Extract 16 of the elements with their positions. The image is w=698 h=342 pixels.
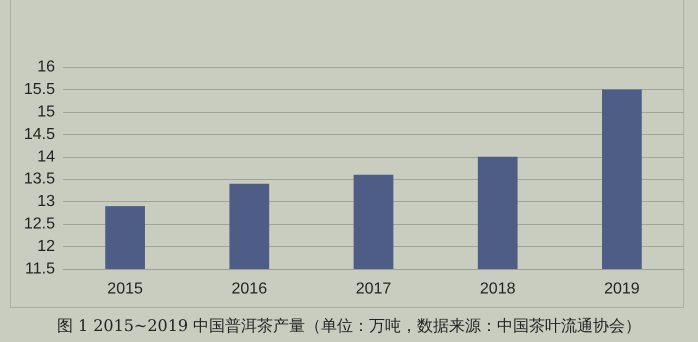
y-tick-label: 12 (37, 238, 56, 256)
x-tick-label: 2019 (604, 280, 640, 298)
y-tick-label: 13.5 (24, 170, 56, 188)
x-tick-label: 2016 (232, 280, 268, 298)
caption: 图 1 2015~2019 中国普洱茶产量（单位：万吨，数据来源：中国茶叶流通协会） (56, 316, 642, 337)
y-tick-label: 11.5 (25, 260, 56, 278)
y-tick-label: 15.5 (24, 80, 56, 98)
x-tick-label: 2017 (356, 280, 392, 298)
x-tick-label: 2018 (480, 280, 516, 298)
y-tick-label: 15 (37, 103, 56, 120)
y-tick-label: 16 (37, 58, 56, 76)
x-tick-label: 2015 (107, 280, 143, 298)
y-tick-label: 14.5 (24, 126, 56, 143)
y-tick-label: 13 (37, 193, 56, 210)
y-tick-label: 14 (37, 148, 56, 166)
y-tick-label: 12.5 (24, 216, 56, 233)
